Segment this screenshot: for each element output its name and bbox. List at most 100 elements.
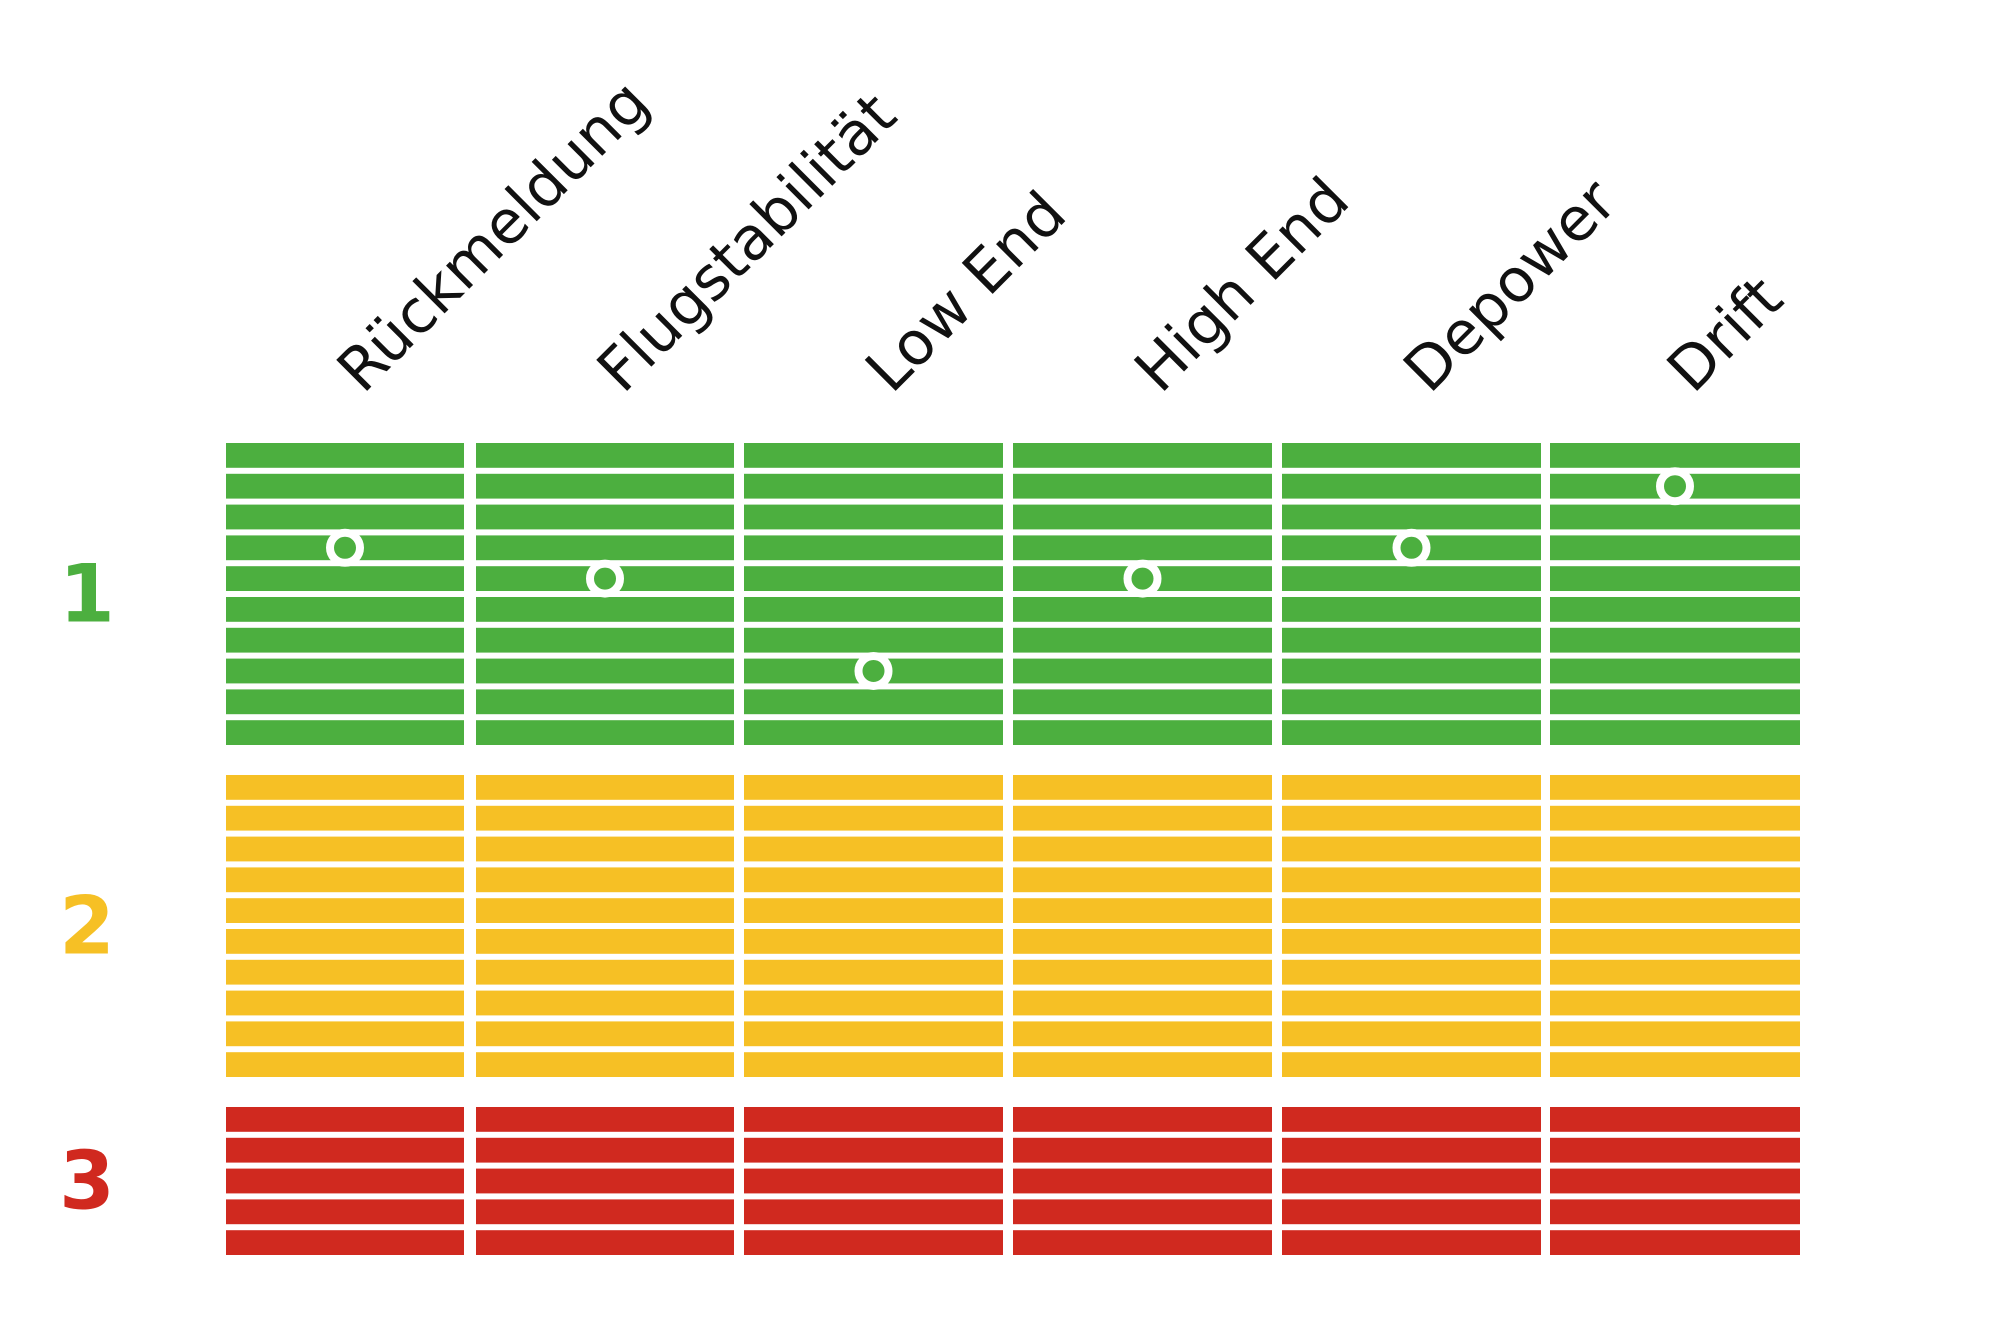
- band-1-row-9-cell-4: [1013, 689, 1272, 715]
- band-2-row-9-cell-4: [1013, 1021, 1272, 1047]
- band-3-row-5-cell-4: [1013, 1230, 1272, 1255]
- band-2-row-9-cell-6: [1550, 1021, 1800, 1047]
- band-2-row-5-cell-2: [476, 898, 734, 923]
- band-1-row-5-cell-2: [476, 566, 734, 591]
- column-header-3: Low End: [853, 178, 1080, 405]
- band-1-row-6-cell-5: [1282, 597, 1541, 622]
- band-1-row-1-cell-5: [1282, 443, 1541, 468]
- band-2-row-9-cell-3: [744, 1021, 1003, 1047]
- marker-flugstabilität: [586, 559, 624, 598]
- band-2-row-5-cell-5: [1282, 898, 1541, 923]
- marker-high-end: [1123, 559, 1162, 598]
- rating-markers: [326, 467, 1694, 690]
- column-header-6: Drift: [1654, 263, 1796, 405]
- band-2-row-6-cell-3: [744, 929, 1003, 954]
- band-2-row-4-cell-3: [744, 867, 1003, 893]
- band-1-row-5-cell-5: [1282, 566, 1541, 591]
- band-3-row-5-cell-3: [744, 1230, 1003, 1255]
- band-2-row-4-cell-5: [1282, 867, 1541, 893]
- band-1-row-3-cell-1: [226, 504, 464, 530]
- band-2-row-5-cell-6: [1550, 898, 1800, 923]
- band-1-row-7-cell-1: [226, 627, 464, 653]
- band-2-row-1-cell-2: [476, 775, 734, 800]
- band-2-row-4-cell-1: [226, 867, 464, 893]
- band-2-row-3-cell-5: [1282, 836, 1541, 862]
- band-1-row-7-cell-3: [744, 627, 1003, 653]
- band-1-row-7-cell-5: [1282, 627, 1541, 653]
- band-2-row-5-cell-1: [226, 898, 464, 923]
- band-2-row-6-cell-4: [1013, 929, 1272, 954]
- band-3-row-2-cell-2: [476, 1137, 734, 1163]
- band-1-row-5-cell-1: [226, 566, 464, 591]
- band-1-row-4-cell-4: [1013, 535, 1272, 561]
- band-1-row-3-cell-6: [1550, 504, 1800, 530]
- band-2-row-9-cell-1: [226, 1021, 464, 1047]
- band-3-row-2-cell-4: [1013, 1137, 1272, 1163]
- band-2-row-10-cell-5: [1282, 1052, 1541, 1077]
- band-1-row-4-cell-2: [476, 535, 734, 561]
- band-1-row-1-cell-6: [1550, 443, 1800, 468]
- band-1-row-2-cell-2: [476, 473, 734, 499]
- band-2-row-1-cell-1: [226, 775, 464, 800]
- band-1-row-6-cell-1: [226, 597, 464, 622]
- band-2-row-3-cell-6: [1550, 836, 1800, 862]
- band-2-row-9-cell-2: [476, 1021, 734, 1047]
- band-3-row-5-cell-1: [226, 1230, 464, 1255]
- band-3-row-2-cell-1: [226, 1137, 464, 1163]
- band-1-row-3-cell-4: [1013, 504, 1272, 530]
- band-3-row-5-cell-2: [476, 1230, 734, 1255]
- band-labels: 1 2 3: [59, 548, 115, 1228]
- band-1-row-1-cell-2: [476, 443, 734, 468]
- band-1-row-10-cell-4: [1013, 720, 1272, 745]
- band-2-row-2-cell-5: [1282, 805, 1541, 831]
- band-2-row-8-cell-2: [476, 990, 734, 1016]
- band-2-row-8-cell-4: [1013, 990, 1272, 1016]
- band-2-row-8-cell-3: [744, 990, 1003, 1016]
- band-2-row-4-cell-2: [476, 867, 734, 893]
- band-1-row-10-cell-5: [1282, 720, 1541, 745]
- band-2-row-2-cell-3: [744, 805, 1003, 831]
- band-2-row-6-cell-6: [1550, 929, 1800, 954]
- band-1-row-1-cell-3: [744, 443, 1003, 468]
- band-2-row-5-cell-4: [1013, 898, 1272, 923]
- band-3-row-4-cell-2: [476, 1199, 734, 1225]
- band-3-row-3-cell-5: [1282, 1168, 1541, 1194]
- band-1-row-3-cell-3: [744, 504, 1003, 530]
- band-2-row-2-cell-2: [476, 805, 734, 831]
- band-1-row-2-cell-3: [744, 473, 1003, 499]
- band-1-row-10-cell-2: [476, 720, 734, 745]
- band-2-row-7-cell-1: [226, 959, 464, 985]
- band-1-row-8-cell-3: [744, 658, 1003, 684]
- band-2-row-1-cell-5: [1282, 775, 1541, 800]
- band-1-row-4-cell-6: [1550, 535, 1800, 561]
- band-1-row-5-cell-6: [1550, 566, 1800, 591]
- marker-low-end: [854, 652, 893, 690]
- band-2-row-7-cell-5: [1282, 959, 1541, 985]
- band-2-row-3-cell-1: [226, 836, 464, 862]
- band-3-row-1-cell-2: [476, 1107, 734, 1132]
- band-3-row-2-cell-3: [744, 1137, 1003, 1163]
- band-2-row-7-cell-6: [1550, 959, 1800, 985]
- band-1-row-7-cell-4: [1013, 627, 1272, 653]
- band-2-row-2-cell-6: [1550, 805, 1800, 831]
- band-3-row-5-cell-6: [1550, 1230, 1800, 1255]
- band-2-row-1-cell-3: [744, 775, 1003, 800]
- band-3-row-4-cell-1: [226, 1199, 464, 1225]
- band-2-row-9-cell-5: [1282, 1021, 1541, 1047]
- band-3-row-1-cell-6: [1550, 1107, 1800, 1132]
- band-2-row-1-cell-4: [1013, 775, 1272, 800]
- band-1-row-9-cell-1: [226, 689, 464, 715]
- band-3-row-5-cell-5: [1282, 1230, 1541, 1255]
- marker-rückmeldung: [326, 528, 364, 567]
- band-2-row-6-cell-5: [1282, 929, 1541, 954]
- band-2-row-10-cell-1: [226, 1052, 464, 1077]
- band-3-row-2-cell-5: [1282, 1137, 1541, 1163]
- band-2-row-10-cell-6: [1550, 1052, 1800, 1077]
- band-3-row-1-cell-1: [226, 1107, 464, 1132]
- band-2-row-7-cell-2: [476, 959, 734, 985]
- band-3-row-2-cell-6: [1550, 1137, 1800, 1163]
- band-3-row-3-cell-4: [1013, 1168, 1272, 1194]
- band-2-row-4-cell-6: [1550, 867, 1800, 893]
